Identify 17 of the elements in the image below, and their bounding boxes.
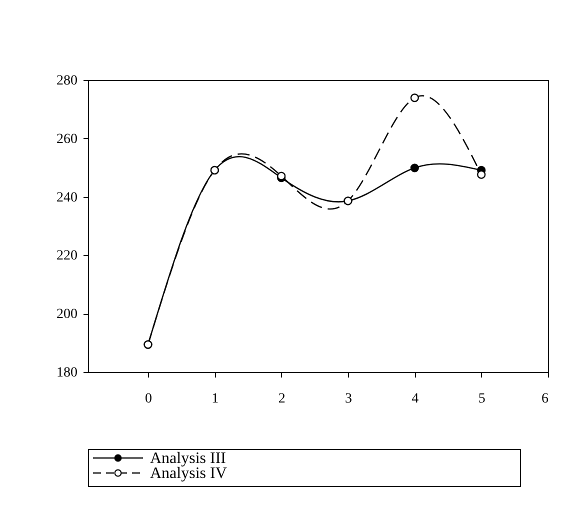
legend-label: Analysis IV bbox=[150, 465, 228, 482]
point bbox=[410, 94, 419, 102]
x-tick-label: 1 bbox=[212, 392, 219, 406]
x-tick-label: 5 bbox=[478, 392, 486, 406]
y-tick-label: 220 bbox=[56, 248, 78, 264]
legend-label: Analysis III bbox=[150, 450, 226, 467]
y-tick-label: 280 bbox=[56, 74, 78, 88]
y-tick-label: 180 bbox=[56, 366, 78, 380]
y-tick-label: 200 bbox=[56, 307, 78, 322]
y-tick-label: 240 bbox=[56, 190, 78, 206]
point bbox=[410, 164, 419, 172]
x-tick-label: 4 bbox=[412, 392, 419, 406]
x-tick-label: 0 bbox=[145, 392, 152, 406]
x-tick-label: 3 bbox=[345, 392, 352, 406]
y-tick-label: 260 bbox=[56, 132, 78, 147]
x-tick-label: 6 bbox=[542, 392, 548, 406]
x-tick-label: 2 bbox=[278, 392, 286, 406]
